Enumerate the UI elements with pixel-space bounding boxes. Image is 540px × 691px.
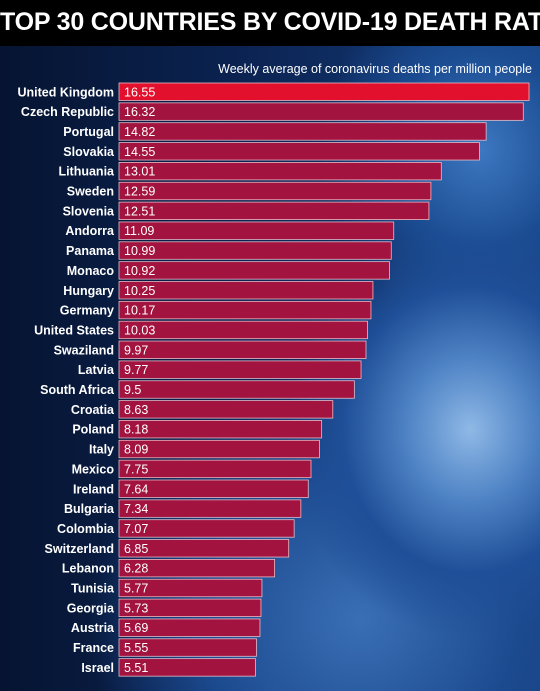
bar-lithuania	[118, 161, 442, 181]
bar-austria	[118, 618, 261, 637]
value-label: 10.92	[124, 264, 155, 278]
value-label: 8.18	[124, 423, 148, 437]
value-label: 5.77	[124, 582, 148, 596]
category-label: France	[73, 641, 114, 655]
value-label: 12.51	[124, 204, 155, 218]
value-label: 7.64	[124, 482, 148, 496]
bar-swaziland	[118, 340, 367, 359]
category-label: Portugal	[63, 125, 114, 139]
category-label: Hungary	[63, 284, 114, 298]
bar-united-kingdom	[118, 82, 530, 101]
category-label: Swaziland	[54, 343, 114, 357]
value-label: 7.07	[124, 522, 148, 536]
value-label: 5.55	[124, 641, 148, 655]
bar-lebanon	[118, 559, 275, 578]
value-label: 8.09	[124, 443, 148, 457]
bar-israel	[118, 658, 256, 677]
bar-latvia	[118, 360, 362, 379]
value-label: 10.99	[124, 244, 155, 258]
value-label: 6.28	[124, 562, 148, 576]
bar-andorra	[118, 221, 395, 240]
value-label: 13.01	[124, 165, 155, 179]
category-label: Monaco	[67, 264, 115, 278]
chart-title: TOP 30 COUNTRIES BY COVID-19 DEATH RATE	[0, 8, 540, 36]
bar-slovakia	[118, 142, 480, 161]
value-label: 8.63	[124, 403, 148, 417]
category-label: Bulgaria	[64, 502, 115, 516]
value-label: 9.77	[124, 363, 148, 377]
bar-france	[118, 638, 257, 657]
value-label: 7.75	[124, 462, 148, 476]
bar-united-states	[118, 320, 368, 340]
category-label: Latvia	[78, 363, 115, 377]
category-label: Czech Republic	[21, 105, 114, 119]
bar-germany	[118, 300, 372, 320]
category-label: United Kingdom	[17, 85, 114, 99]
category-label: Germany	[60, 304, 114, 318]
bar-panama	[118, 241, 392, 260]
value-label: 6.85	[124, 542, 148, 556]
value-label: 5.73	[124, 601, 148, 615]
bar-switzerland	[118, 539, 290, 558]
category-label: Croatia	[71, 403, 115, 417]
bar-mexico	[118, 459, 312, 479]
value-label: 10.25	[124, 284, 155, 298]
category-label: Switzerland	[45, 542, 114, 556]
bar-croatia	[118, 400, 334, 419]
value-label: 5.69	[124, 621, 148, 635]
value-label: 16.55	[124, 85, 155, 99]
category-label: Italy	[89, 443, 114, 457]
category-label: Colombia	[57, 522, 115, 536]
category-label: Slovenia	[63, 204, 115, 218]
bar-georgia	[118, 598, 262, 617]
bar-poland	[118, 420, 323, 439]
value-label: 16.32	[124, 105, 155, 119]
bar-colombia	[118, 519, 295, 538]
value-label: 10.17	[124, 304, 155, 318]
bar-bulgaria	[118, 499, 302, 518]
category-label: Slovakia	[63, 145, 115, 159]
bar-tunisia	[118, 578, 263, 598]
value-label: 9.97	[124, 343, 148, 357]
bar-monaco	[118, 261, 390, 280]
category-label: Ireland	[73, 482, 114, 496]
category-label: South Africa	[40, 383, 115, 397]
value-label: 10.03	[124, 323, 155, 337]
chart-subtitle: Weekly average of coronavirus deaths per…	[218, 62, 532, 76]
bar-ireland	[118, 479, 309, 498]
bar-south-africa	[118, 380, 355, 399]
category-label: Tunisia	[71, 582, 115, 596]
category-label: Austria	[71, 621, 115, 635]
category-label: Israel	[81, 661, 114, 675]
category-label: Lebanon	[62, 562, 114, 576]
bar-slovenia	[118, 201, 430, 221]
category-label: Sweden	[67, 185, 114, 199]
category-label: Mexico	[72, 462, 115, 476]
bar-hungary	[118, 281, 374, 300]
title-bar: TOP 30 COUNTRIES BY COVID-19 DEATH RATE	[0, 0, 540, 46]
category-label: Lithuania	[58, 165, 115, 179]
category-label: United States	[34, 323, 114, 337]
category-label: Poland	[72, 423, 114, 437]
bar-portugal	[118, 122, 487, 141]
value-label: 12.59	[124, 185, 155, 199]
category-label: Andorra	[65, 224, 115, 238]
category-label: Panama	[66, 244, 115, 258]
value-label: 14.55	[124, 145, 155, 159]
bar-sweden	[118, 181, 432, 201]
value-label: 5.51	[124, 661, 148, 675]
bar-italy	[118, 439, 320, 459]
value-label: 14.82	[124, 125, 155, 139]
value-label: 7.34	[124, 502, 148, 516]
value-label: 9.5	[124, 383, 141, 397]
category-label: Georgia	[67, 601, 115, 615]
bar-czech-republic	[118, 102, 524, 121]
value-label: 11.09	[124, 224, 154, 238]
